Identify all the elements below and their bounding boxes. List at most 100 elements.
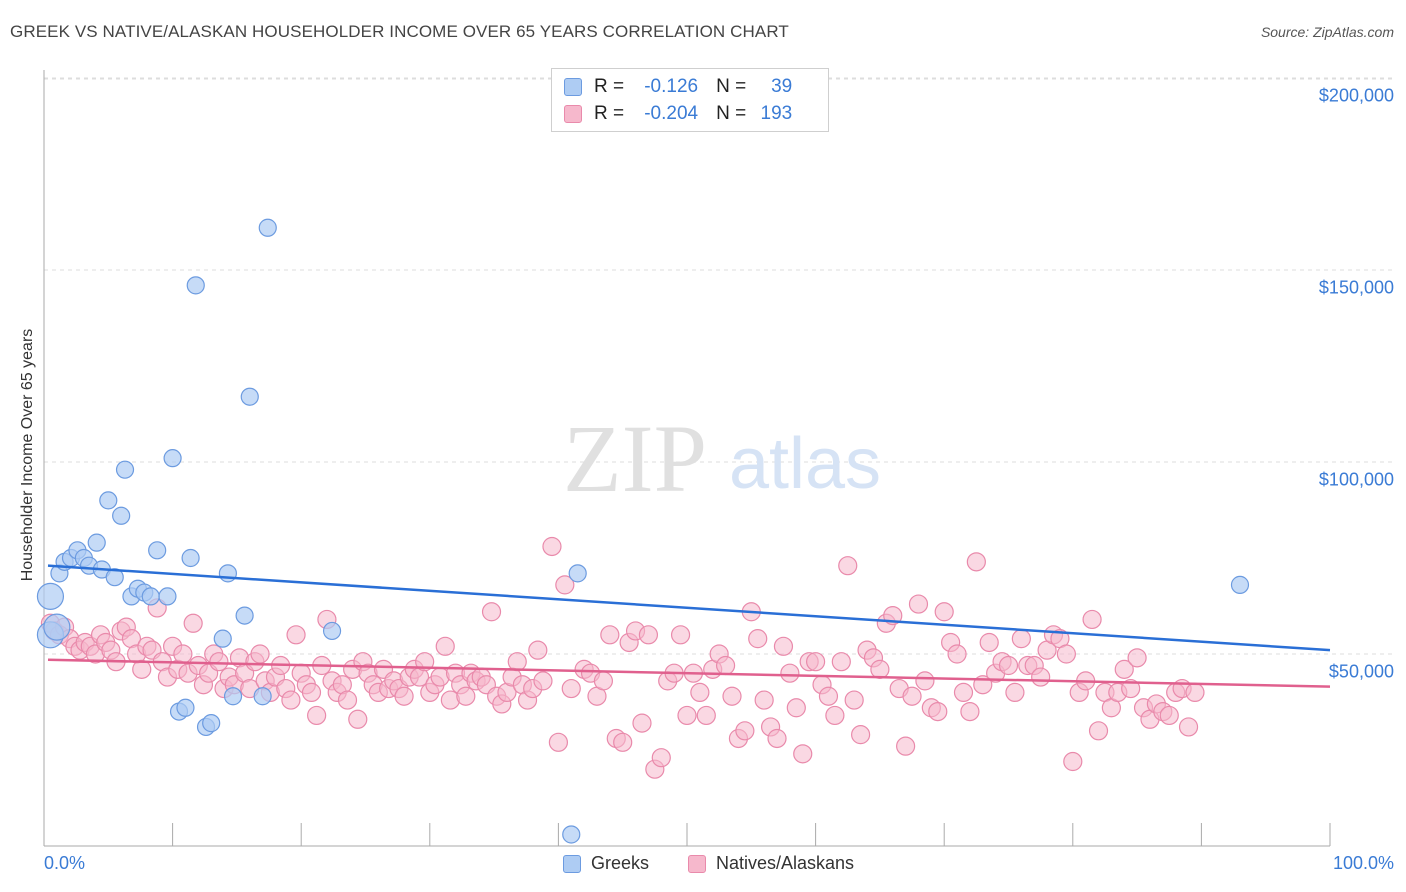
legend-n-value: 193 [760, 103, 793, 124]
correlation-legend: R = -0.126 N = 39 R = -0.204 N = 193 [551, 68, 829, 132]
greeks-point [213, 629, 232, 648]
natives-point [600, 625, 620, 645]
natives-point [613, 732, 633, 752]
greeks-swatch [564, 78, 582, 96]
greeks-point [186, 276, 205, 295]
natives-point [844, 690, 864, 710]
natives-point [286, 625, 306, 645]
natives-point [696, 705, 716, 726]
source-note: Source: ZipAtlas.com [1260, 24, 1394, 40]
natives-point [1005, 682, 1025, 703]
watermark-atlas: atlas [729, 424, 881, 504]
natives-point [1031, 667, 1051, 687]
greeks-point [202, 714, 221, 733]
greeks-point [115, 460, 135, 479]
axes [43, 70, 1331, 847]
bottom-legend-natives: Natives/Alaskans [688, 853, 854, 874]
natives-point [209, 652, 229, 672]
natives-point [281, 690, 301, 710]
natives-point [1121, 678, 1141, 699]
natives-point [337, 690, 358, 710]
natives-point [896, 736, 916, 756]
natives-point [934, 602, 954, 622]
natives-point [748, 629, 768, 649]
natives-point [805, 652, 826, 672]
greeks-point [1230, 575, 1250, 594]
x-tick-label-min: 0.0% [44, 853, 86, 873]
greeks-point [568, 564, 587, 583]
natives-point [555, 575, 575, 595]
natives-point [1082, 609, 1102, 630]
natives-swatch [564, 105, 582, 123]
natives-point [481, 602, 502, 622]
legend-r-value: -0.126 [644, 76, 699, 97]
natives-point [507, 652, 527, 672]
greeks-point [235, 606, 254, 625]
y-tick-label: $200,000 [1318, 85, 1394, 106]
natives-point [915, 671, 935, 691]
y-tick-label: $100,000 [1318, 469, 1394, 490]
natives-point [670, 625, 691, 645]
bottom-legend-natives-label: Natives/Alaskans [716, 853, 855, 873]
natives-point [838, 556, 858, 576]
gridlines [44, 77, 1395, 655]
greeks-point [322, 621, 342, 641]
natives-point [651, 748, 671, 768]
greeks-point [105, 568, 124, 587]
x-tick-label-max: 100.0% [1332, 853, 1394, 873]
greeks-point [87, 533, 106, 552]
natives-point [1159, 705, 1179, 726]
natives-point [1127, 648, 1147, 668]
natives-point [715, 655, 736, 676]
natives-points [40, 536, 1205, 779]
natives-point [542, 536, 562, 557]
natives-point [132, 659, 152, 679]
greeks-point [223, 687, 243, 706]
natives-point [456, 686, 476, 706]
greeks-point [181, 548, 200, 568]
natives-point [902, 686, 922, 706]
natives-point [1011, 629, 1031, 649]
legend-row-greeks: R = -0.126 N = 39 [564, 75, 792, 99]
natives-point [415, 652, 435, 672]
natives-point [773, 636, 794, 656]
natives-point [528, 640, 548, 660]
y-tick-label: $150,000 [1318, 277, 1394, 298]
natives-point [183, 613, 203, 633]
natives-point [870, 659, 890, 679]
natives-point [435, 636, 455, 656]
natives-point [979, 632, 999, 653]
natives-point [548, 732, 569, 752]
greeks-point [36, 582, 65, 611]
natives-trend-line [47, 658, 1331, 688]
natives-point [851, 725, 871, 745]
greeks-point [253, 687, 272, 706]
natives-point [1114, 659, 1134, 679]
greeks-point [158, 587, 177, 606]
natives-point [1056, 644, 1076, 664]
natives-point [735, 721, 755, 741]
natives-point [250, 644, 270, 664]
natives-point [173, 644, 193, 664]
natives-point [638, 625, 659, 645]
legend-r-value: -0.204 [644, 103, 699, 124]
natives-point [831, 652, 851, 672]
natives-point [561, 678, 581, 699]
natives-point [348, 709, 368, 729]
natives-point [786, 698, 806, 718]
greeks-point [562, 825, 581, 844]
natives-point [966, 552, 986, 572]
natives-point [1088, 721, 1109, 741]
greeks-point [240, 387, 259, 406]
y-tick-label: $50,000 [1328, 661, 1394, 682]
natives-point [818, 686, 839, 706]
greeks-point [148, 541, 167, 560]
natives-point [1185, 682, 1205, 703]
natives-point [1063, 751, 1083, 772]
legend-r-label: R = [594, 76, 625, 97]
natives-point [953, 682, 974, 703]
natives-point [632, 713, 652, 733]
greeks-point [99, 491, 118, 510]
natives-point [533, 671, 553, 691]
natives-point [754, 690, 774, 710]
